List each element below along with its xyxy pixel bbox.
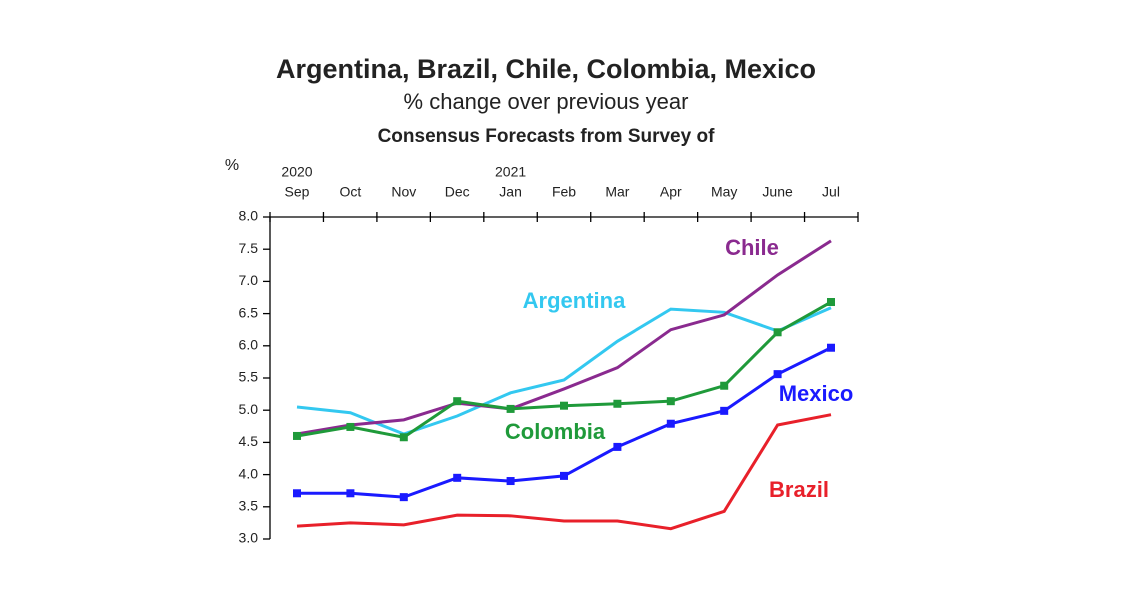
point-marker bbox=[399, 493, 408, 502]
point-marker bbox=[827, 298, 835, 307]
series-line bbox=[296, 306, 832, 436]
series-line bbox=[296, 413, 832, 531]
point-marker bbox=[666, 419, 675, 428]
point-marker bbox=[613, 442, 622, 451]
point-marker bbox=[560, 471, 568, 480]
y-tick-label: 4.0 bbox=[239, 465, 259, 481]
point-marker bbox=[506, 477, 515, 486]
chart-title: Argentina, Brazil, Chile, Colombia, Mexi… bbox=[276, 54, 816, 84]
point-marker bbox=[453, 397, 462, 406]
y-tick-label: 5.5 bbox=[239, 369, 259, 385]
x-tick-label: Jul bbox=[822, 184, 840, 200]
y-tick-label: 6.0 bbox=[239, 337, 259, 353]
point-marker bbox=[773, 328, 782, 337]
x-tick-label: May bbox=[711, 184, 737, 200]
point-marker bbox=[399, 433, 408, 442]
x-year-label: 2020 bbox=[281, 164, 312, 180]
series-label: Argentina bbox=[523, 288, 626, 313]
x-year-label: 2021 bbox=[495, 164, 526, 180]
y-tick-label: 8.0 bbox=[239, 208, 259, 224]
x-tick-label: Sep bbox=[285, 184, 310, 200]
series-line bbox=[296, 239, 832, 436]
x-tick-label: Dec bbox=[445, 184, 470, 200]
point-marker bbox=[720, 381, 729, 390]
point-marker bbox=[773, 370, 782, 379]
chart-note: Consensus Forecasts from Survey of bbox=[378, 126, 715, 147]
point-marker bbox=[613, 399, 622, 408]
point-marker bbox=[506, 404, 515, 413]
chart-subtitle: % change over previous year bbox=[404, 89, 689, 114]
series-label: Mexico bbox=[779, 381, 854, 406]
x-tick-label: Mar bbox=[605, 184, 629, 200]
x-tick-label: June bbox=[762, 184, 793, 200]
y-tick-label: 3.5 bbox=[239, 498, 259, 514]
x-tick-label: Nov bbox=[391, 184, 416, 200]
y-tick-label: 7.0 bbox=[239, 272, 259, 288]
point-marker bbox=[293, 489, 301, 498]
y-tick-label: 3.0 bbox=[239, 530, 259, 546]
y-axis-label: % bbox=[225, 157, 239, 174]
x-tick-label: Oct bbox=[340, 184, 362, 200]
x-tick-label: Feb bbox=[552, 184, 576, 200]
x-tick-label: Jan bbox=[499, 184, 522, 200]
y-tick-label: 7.5 bbox=[239, 240, 259, 256]
y-tick-label: 6.5 bbox=[239, 304, 259, 320]
point-marker bbox=[560, 401, 568, 410]
series-label: Brazil bbox=[769, 477, 829, 502]
point-marker bbox=[666, 397, 675, 406]
y-tick-label: 4.5 bbox=[239, 433, 259, 449]
y-tick-label: 5.0 bbox=[239, 401, 259, 417]
point-marker bbox=[453, 473, 462, 482]
point-marker bbox=[293, 431, 301, 440]
series-label: Chile bbox=[725, 235, 779, 260]
x-tick-label: Apr bbox=[660, 184, 682, 200]
series-label: Colombia bbox=[505, 419, 606, 444]
point-marker bbox=[827, 343, 835, 352]
point-marker bbox=[720, 406, 729, 415]
point-marker bbox=[346, 489, 355, 498]
point-marker bbox=[346, 422, 355, 431]
